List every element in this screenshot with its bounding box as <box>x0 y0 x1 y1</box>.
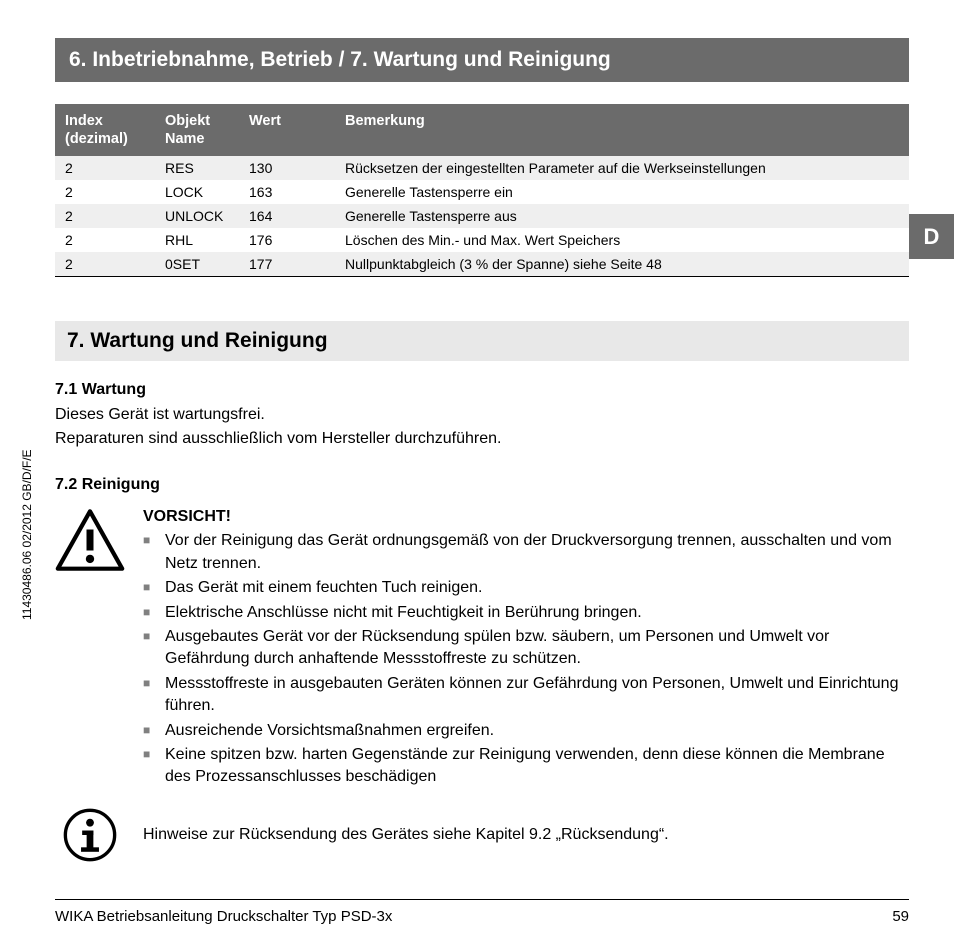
cell-obj: 0SET <box>155 252 239 276</box>
footer-left: WIKA Betriebsanleitung Druckschalter Typ… <box>55 908 392 925</box>
table-row: 2 RHL 176 Löschen des Min.- und Max. Wer… <box>55 228 909 252</box>
para-7-1-b: Reparaturen sind ausschließlich vom Hers… <box>55 428 909 450</box>
cell-index: 2 <box>55 252 155 276</box>
list-item: Elektrische Anschlüsse nicht mit Feuchti… <box>143 602 909 624</box>
cell-wert: 163 <box>239 180 335 204</box>
cell-bem: Löschen des Min.- und Max. Wert Speicher… <box>335 228 909 252</box>
table-rule <box>55 276 909 277</box>
cell-bem: Rücksetzen der eingestellten Parameter a… <box>335 156 909 180</box>
subhead-7-1: 7.1 Wartung <box>55 379 909 401</box>
cell-index: 2 <box>55 180 155 204</box>
caution-content: VORSICHT! Vor der Reinigung das Gerät or… <box>143 508 909 790</box>
list-item: Messstoffreste in ausgebauten Geräten kö… <box>143 673 909 718</box>
warning-triangle-icon <box>55 508 125 577</box>
col-header-bemerkung: Bemerkung <box>335 104 909 156</box>
cell-index: 2 <box>55 156 155 180</box>
cell-obj: LOCK <box>155 180 239 204</box>
page-header-bar: 6. Inbetriebnahme, Betrieb / 7. Wartung … <box>55 38 909 82</box>
list-item: Vor der Reinigung das Gerät ordnungsgemä… <box>143 530 909 575</box>
info-note-text: Hinweise zur Rücksendung des Gerätes sie… <box>143 824 909 846</box>
caution-block: VORSICHT! Vor der Reinigung das Gerät or… <box>55 508 909 790</box>
list-item: Das Gerät mit einem feuchten Tuch reinig… <box>143 577 909 599</box>
subhead-7-2: 7.2 Reinigung <box>55 476 909 494</box>
table-row: 2 UNLOCK 164 Generelle Tastensperre aus <box>55 204 909 228</box>
cell-index: 2 <box>55 228 155 252</box>
cell-bem: Nullpunktabgleich (3 % der Spanne) siehe… <box>335 252 909 276</box>
table-row: 2 LOCK 163 Generelle Tastensperre ein <box>55 180 909 204</box>
side-tab-language: D <box>909 214 954 259</box>
info-icon <box>55 807 125 863</box>
cell-index: 2 <box>55 204 155 228</box>
cell-wert: 176 <box>239 228 335 252</box>
footer-page-number: 59 <box>892 908 909 925</box>
table-row: 2 RES 130 Rücksetzen der eingestellten P… <box>55 156 909 180</box>
col-header-index: Index (dezimal) <box>55 104 155 156</box>
cell-wert: 164 <box>239 204 335 228</box>
vertical-doc-number: 11430486.06 02/2012 GB/D/F/E <box>20 449 34 620</box>
col-header-wert: Wert <box>239 104 335 156</box>
cell-obj: UNLOCK <box>155 204 239 228</box>
cell-obj: RES <box>155 156 239 180</box>
list-item: Ausgebautes Gerät vor der Rücksendung sp… <box>143 626 909 671</box>
parameter-table: Index (dezimal) Objekt Name Wert Bemerku… <box>55 104 909 277</box>
section-7-1: 7.1 Wartung Dieses Gerät ist wartungsfre… <box>55 379 909 450</box>
col-header-objekt: Objekt Name <box>155 104 239 156</box>
cell-bem: Generelle Tastensperre aus <box>335 204 909 228</box>
info-note-row: Hinweise zur Rücksendung des Gerätes sie… <box>55 807 909 863</box>
cell-wert: 130 <box>239 156 335 180</box>
section-7-title: 7. Wartung und Reinigung <box>55 321 909 361</box>
cell-obj: RHL <box>155 228 239 252</box>
caution-title: VORSICHT! <box>143 508 909 526</box>
caution-bullet-list: Vor der Reinigung das Gerät ordnungsgemä… <box>143 530 909 788</box>
page-footer: WIKA Betriebsanleitung Druckschalter Typ… <box>55 900 909 925</box>
cell-wert: 177 <box>239 252 335 276</box>
list-item: Keine spitzen bzw. harten Gegenstände zu… <box>143 744 909 789</box>
para-7-1-a: Dieses Gerät ist wartungsfrei. <box>55 404 909 426</box>
list-item: Ausreichende Vorsichtsmaßnahmen ergreife… <box>143 720 909 742</box>
table-row: 2 0SET 177 Nullpunktabgleich (3 % der Sp… <box>55 252 909 276</box>
cell-bem: Generelle Tastensperre ein <box>335 180 909 204</box>
